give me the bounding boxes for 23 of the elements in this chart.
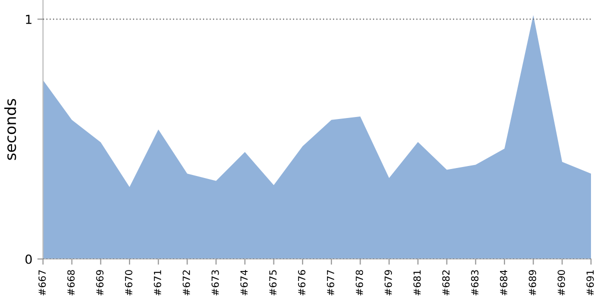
y-axis-title: seconds (4, 99, 16, 160)
x-tick-label: #669 (96, 270, 104, 296)
x-tick-label: #689 (528, 270, 536, 296)
x-tick-label: #691 (586, 270, 594, 296)
x-tick-label: #673 (212, 270, 219, 296)
x-tick-label: #675 (269, 270, 277, 296)
x-tick-label: #671 (154, 270, 162, 296)
x-tick-label: #690 (558, 270, 565, 296)
y-tick-label: 0 (25, 254, 32, 264)
x-tick-label: #667 (38, 270, 46, 296)
x-tick-label: #674 (240, 270, 248, 296)
x-tick-label: #678 (356, 270, 364, 296)
x-tick-label: #676 (298, 270, 306, 296)
x-tick-label: #682 (442, 270, 450, 296)
y-tick-label: 1 (26, 14, 32, 24)
x-tick-label: #668 (67, 270, 75, 296)
x-tick-label: #670 (124, 270, 132, 296)
x-tick-label: #672 (182, 270, 190, 296)
x-tick-label: #681 (413, 270, 421, 296)
x-tick-label: #679 (384, 270, 392, 296)
x-tick-label: #683 (471, 270, 478, 296)
x-tick-label: #684 (500, 270, 508, 296)
x-tick-label: #677 (326, 270, 334, 296)
